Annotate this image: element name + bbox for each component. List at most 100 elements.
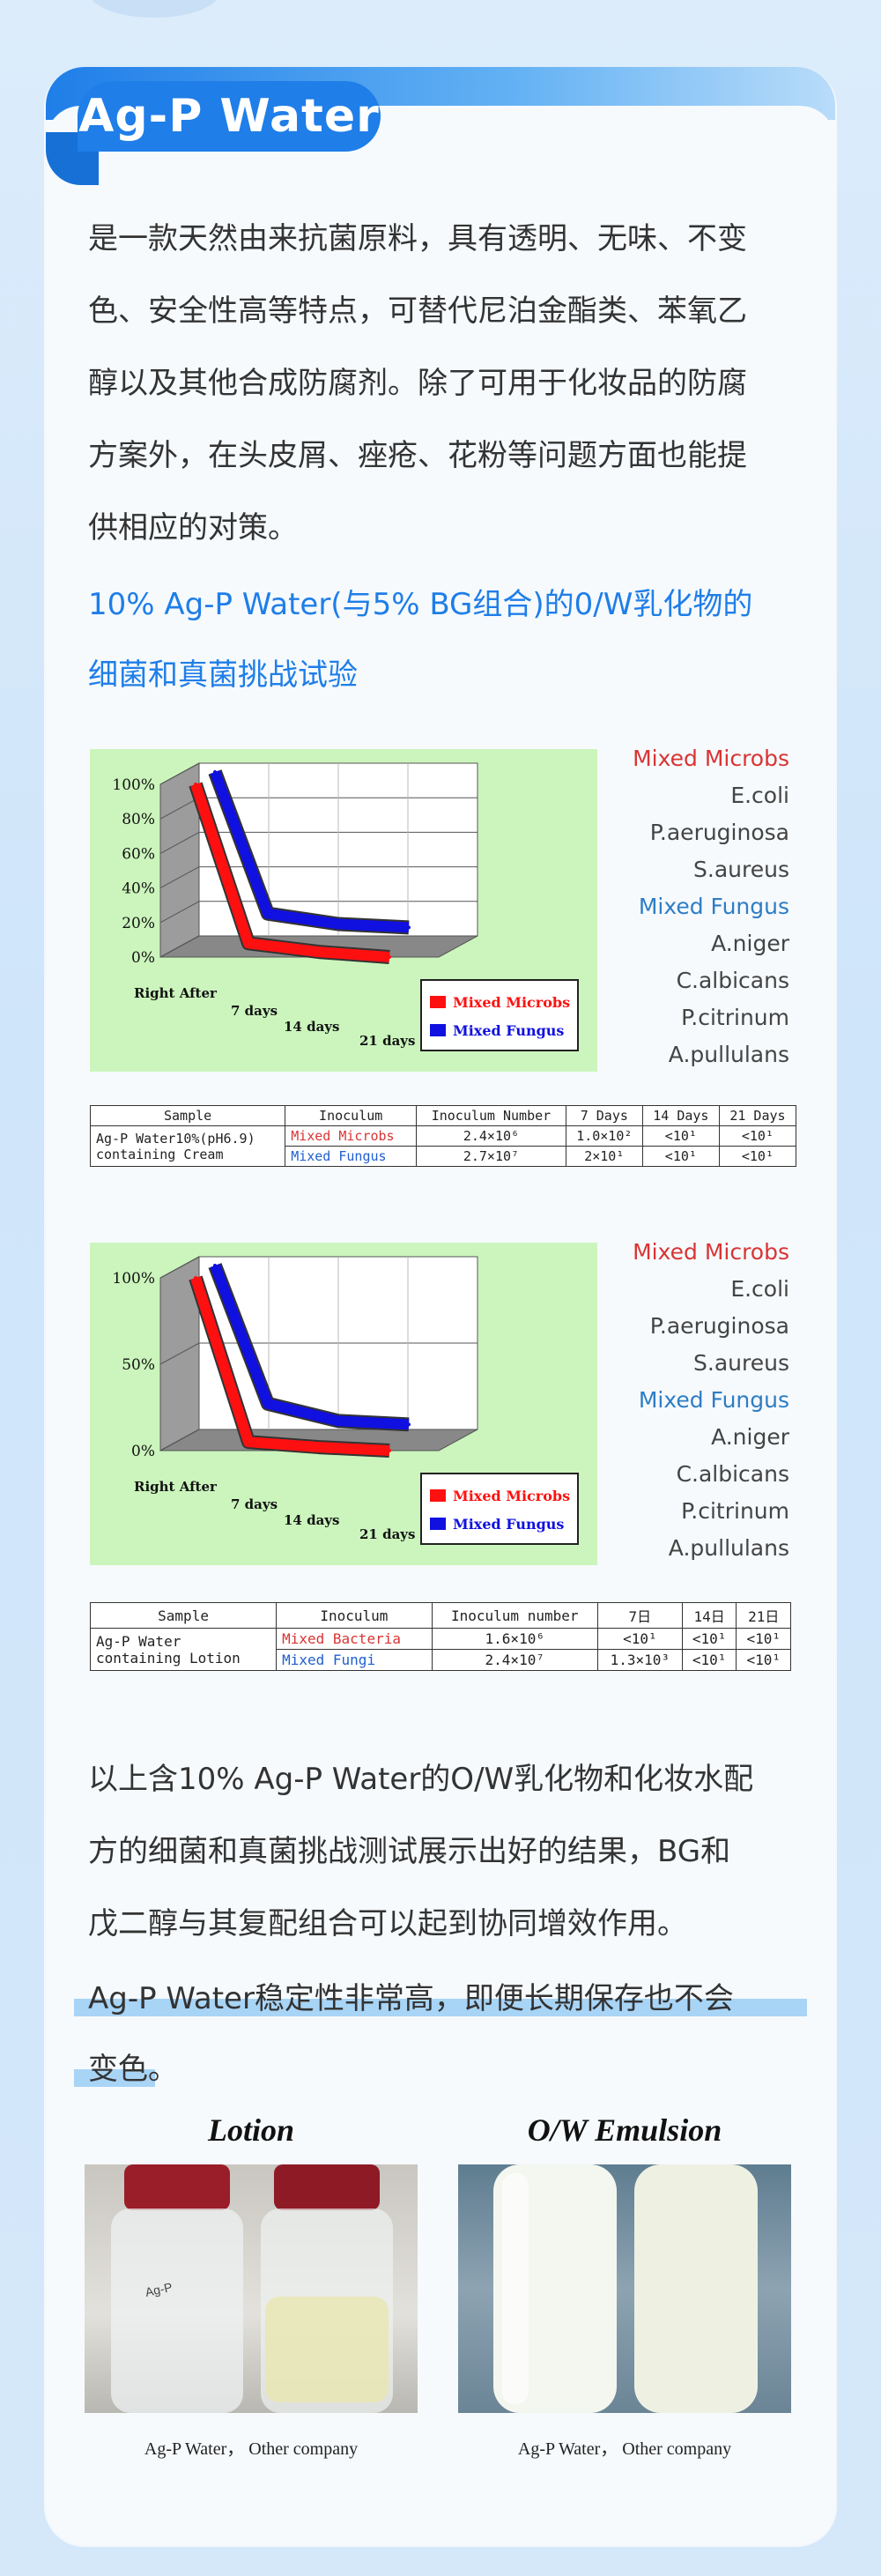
chart-gridline — [159, 797, 200, 820]
intro-line: 醇以及其他合成防腐剂。除了可用于化妆品的防腐 — [88, 366, 747, 401]
x-tick-label: 7 days — [231, 1496, 278, 1512]
fungus-item: C.albicans — [676, 968, 789, 993]
fungus-item: A.niger — [711, 931, 789, 956]
table-row: Ag-P Water containing Lotion Mixed Bacte… — [89, 1628, 791, 1671]
series-point — [317, 950, 321, 954]
d21-cell: <10¹ — [736, 1628, 791, 1650]
chart-lotion: 100% 50% 0% Right After 7 days 14 days 21 days… — [90, 1243, 597, 1565]
bacteria-item: S.aureus — [693, 1350, 789, 1376]
number-cell: 2.7×10⁷ — [416, 1146, 566, 1167]
bacteria-item: E.coli — [730, 1276, 789, 1302]
table-header-cell: Inoculum number — [431, 1602, 598, 1629]
series-point — [407, 1422, 411, 1427]
chart-gridline — [159, 831, 200, 854]
sample-line: Ag-P Water10%(pH6.9) — [96, 1130, 255, 1147]
table-header-row: Sample Inoculum Inoculum number 7日 14日 2… — [89, 1602, 791, 1629]
chart-gridline — [159, 762, 200, 785]
d7-cell: 2×10¹ — [565, 1146, 643, 1167]
fungus-item: A.niger — [711, 1424, 789, 1450]
inoculum-cell: Mixed Fungi — [276, 1649, 433, 1671]
table-row: Ag-P Water10%(pH6.9) containing Cream Mi… — [89, 1125, 797, 1167]
table-header-cell: 7 Days — [565, 1105, 643, 1126]
table-header-cell: 21日 — [736, 1602, 791, 1629]
conclusion-line: 以上含10% Ag-P Water的O/W乳化物和化妆水配 — [88, 1762, 754, 1797]
x-tick-label: 21 days — [359, 1033, 415, 1049]
d7-cell: 1.3×10³ — [596, 1649, 683, 1671]
results-table-lotion: Sample Inoculum Inoculum number 7日 14日 2… — [89, 1602, 791, 1671]
sample-line: containing Cream — [96, 1146, 224, 1162]
table-header-cell: 7日 — [596, 1602, 683, 1629]
test-heading-line: 细菌和真菌挑战试验 — [88, 657, 358, 693]
y-tick-label: 0% — [131, 949, 155, 967]
chart-cream-svg: 100% 80% 60% 40% 20% 0% Right After 7 days 14 da… — [112, 762, 579, 1051]
sample-cell: Ag-P Water10%(pH6.9) containing Cream — [89, 1125, 286, 1167]
bottle-label-text: Ag-P — [144, 2280, 174, 2299]
chart-gridline — [159, 935, 200, 958]
inoculum-cell: Mixed Bacteria — [276, 1628, 433, 1650]
series-point — [388, 1449, 391, 1452]
conclusion-paragraph: 以上含10% Ag-P Water的O/W乳化物和化妆水配 方的细菌和真菌挑战测… — [88, 1743, 802, 1960]
bacteria-item: P.aeruginosa — [649, 1313, 789, 1339]
y-tick-label: 40% — [122, 880, 155, 898]
table-header-cell: Inoculum — [276, 1602, 433, 1629]
series-point — [317, 1445, 321, 1450]
table-header-cell: Inoculum Number — [416, 1105, 566, 1126]
number-cell: 2.4×10⁷ — [431, 1649, 598, 1671]
legend-swatch — [430, 1024, 446, 1036]
y-tick-label: 100% — [112, 1270, 155, 1288]
mixed-microbs-label: Mixed Microbs — [633, 1239, 789, 1265]
bacteria-item: S.aureus — [693, 857, 789, 882]
d21-cell: <10¹ — [718, 1125, 797, 1147]
x-tick-label: 21 days — [359, 1526, 415, 1542]
test-heading-line: 10% Ag-P Water(与5% BG组合)的0/W乳化物的 — [88, 587, 753, 622]
series-point — [337, 922, 340, 926]
x-tick-label: 7 days — [231, 1003, 278, 1019]
series-point — [266, 911, 270, 916]
intro-line: 供相应的对策。 — [88, 510, 298, 546]
fungus-item: A.pullulans — [668, 1535, 789, 1561]
chart-gridline — [159, 1429, 200, 1451]
legend-swatch — [430, 996, 446, 1008]
d14-cell: <10¹ — [641, 1125, 720, 1147]
d14-cell: <10¹ — [681, 1649, 737, 1671]
chart-gridline — [159, 1256, 200, 1279]
sample-line: containing Lotion — [96, 1649, 241, 1667]
fungus-item: C.albicans — [676, 1461, 789, 1487]
series-line — [210, 769, 410, 933]
mixed-microbs-label: Mixed Microbs — [633, 746, 789, 771]
bacteria-item: E.coli — [730, 783, 789, 808]
stability-line: Ag-P Water稳定性非常高，即便长期保存也不会 — [88, 1981, 734, 2016]
x-tick-label: 14 days — [284, 1019, 339, 1035]
intro-line: 色、安全性高等特点，可替代尼泊金酯类、苯氧乙 — [88, 293, 747, 329]
series-point — [247, 1440, 250, 1444]
stability-statement: Ag-P Water稳定性非常高，即便长期保存也不会 变色。 — [88, 1964, 811, 2105]
conclusion-line: 戊二醇与其复配组合可以起到协同增效作用。 — [88, 1906, 687, 1941]
series-point — [388, 955, 391, 959]
series-point — [213, 1264, 217, 1267]
intro-line: 方案外，在头皮屑、痤疮、花粉等问题方面也能提 — [88, 438, 747, 473]
d21-cell: <10¹ — [718, 1146, 797, 1167]
table-header-cell: 14 Days — [641, 1105, 720, 1126]
series-point — [247, 941, 250, 946]
number-cell: 2.4×10⁶ — [416, 1125, 566, 1147]
photo-title-emulsion: O/W Emulsion — [527, 2112, 722, 2148]
table-header-cell: Sample — [89, 1602, 278, 1629]
chart-legend-box — [420, 1473, 579, 1545]
background-drop-decoration — [88, 0, 220, 18]
d14-cell: <10¹ — [641, 1146, 720, 1167]
legend-swatch — [430, 1489, 446, 1502]
highlight-bar — [74, 2069, 155, 2087]
series-line — [190, 783, 390, 962]
legend-swatch — [430, 1518, 446, 1530]
page-title: Ag-P Water — [78, 81, 381, 152]
y-tick-label: 100% — [112, 776, 155, 794]
inoculum-cell: Mixed Fungus — [285, 1146, 418, 1167]
d21-cell: <10¹ — [736, 1649, 791, 1671]
chart-legend-box — [420, 979, 579, 1051]
series-point — [407, 925, 411, 930]
organism-list-1: Mixed Microbs E.coli P.aeruginosa S.aure… — [617, 740, 789, 1073]
emulsion-caption: Ag-P Water， Other company — [517, 2439, 732, 2459]
table-row: Mixed Fungus 2.7×10⁷ 2×10¹ <10¹ <10¹ — [91, 1146, 797, 1167]
d7-cell: <10¹ — [596, 1628, 683, 1650]
x-tick-label: Right After — [134, 1479, 218, 1495]
